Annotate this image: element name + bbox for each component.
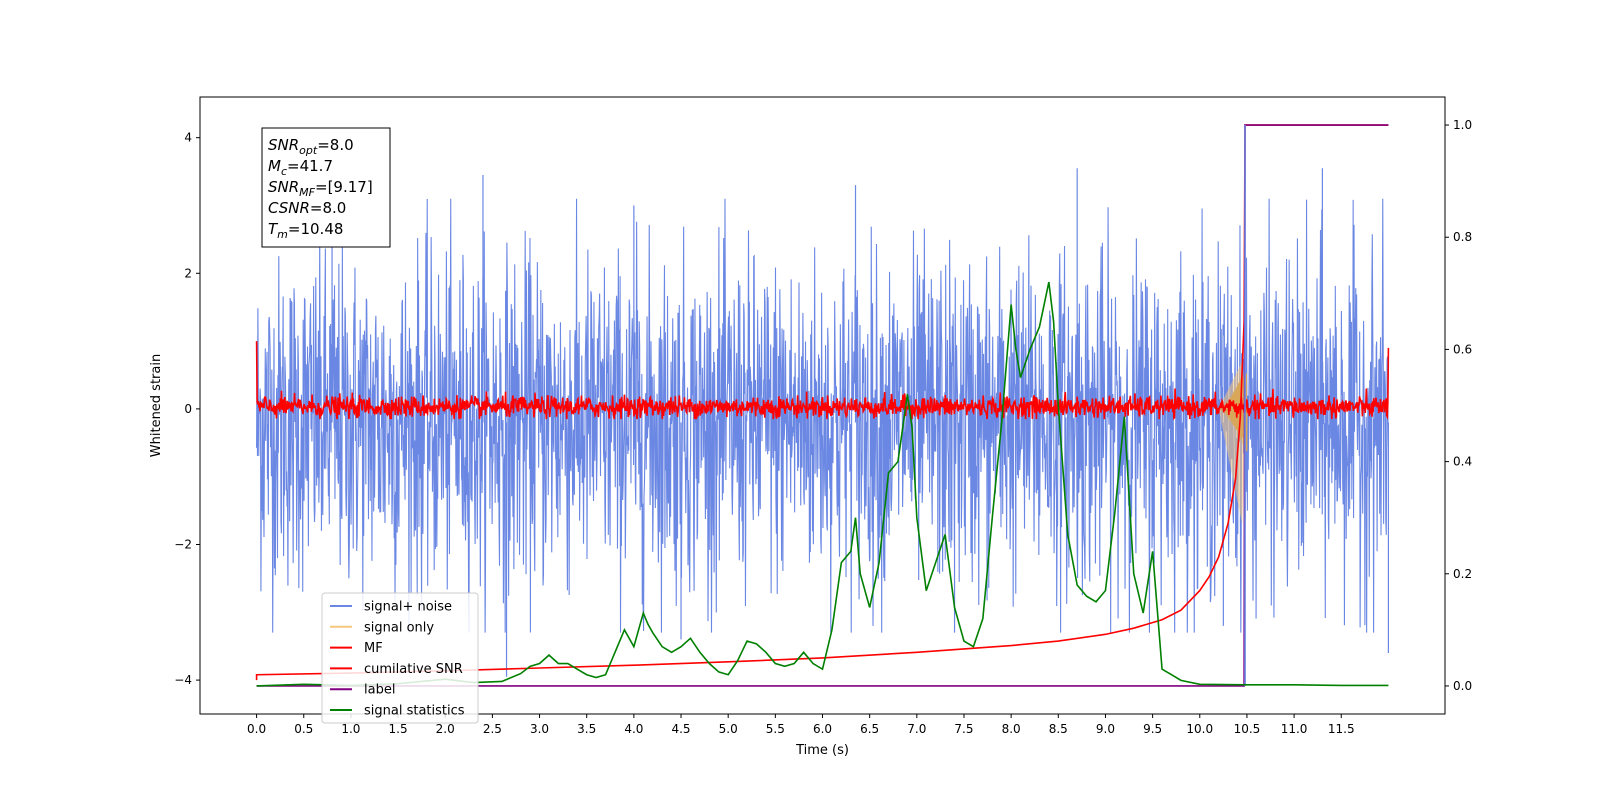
x-tick-label: 1.5: [389, 722, 408, 736]
axes: 0.0 0.5 1.0 1.5 2.0 2.5 3.0 3.5 4.0 4.5 5.0 5.5 6.0 6…: [149, 96, 1472, 758]
y-left-tick-label: 2: [184, 266, 192, 280]
x-tick-label: 5.0: [719, 722, 738, 736]
y-right-tick-label: 0.0: [1453, 679, 1472, 693]
info-line: SNRMF=[9.17]: [268, 178, 373, 199]
y-left-tick-label: −2: [174, 537, 192, 551]
y-right-tick-label: 0.2: [1453, 567, 1472, 581]
legend-label: MF: [364, 641, 383, 656]
x-tick-label: 1.0: [341, 722, 360, 736]
x-tick-label: 8.0: [1002, 722, 1021, 736]
legend-frame: [321, 592, 479, 724]
x-tick-label: 9.0: [1096, 722, 1115, 736]
legend-label: signal+ noise: [364, 600, 452, 615]
info-line: Mc=41.7: [268, 157, 333, 178]
x-tick-label: 11.5: [1328, 722, 1355, 736]
plot-area: [255, 124, 1390, 687]
legend-label: signal only: [364, 620, 434, 635]
x-tick-label: 0.5: [294, 722, 313, 736]
y-right-tick-label: 1.0: [1453, 118, 1472, 132]
x-tick-label: 2.5: [483, 722, 502, 736]
series-signal-noise-line: [256, 198, 1389, 633]
x-tick-label: 7.5: [954, 722, 973, 736]
legend-label: signal statistics: [364, 704, 465, 719]
info-line: SNRopt=8.0: [268, 136, 354, 157]
x-tick-label: 5.5: [766, 722, 785, 736]
x-axis-title: Time (s): [795, 743, 849, 758]
series-cumulative-snr-line: [255, 124, 1389, 681]
y-right-tick-label: 0.8: [1453, 230, 1472, 244]
x-tick-label: 8.5: [1049, 722, 1068, 736]
x-tick-label: 6.5: [860, 722, 879, 736]
y-left-tick-label: 0: [184, 402, 192, 416]
info-box-frame: [261, 127, 391, 248]
x-tick-label: 7.0: [907, 722, 926, 736]
x-tick-label: 3.5: [577, 722, 596, 736]
x-tick-label: 4.0: [624, 722, 643, 736]
signal-noise-extremes: [331, 168, 1390, 677]
legend-label: label: [364, 683, 395, 698]
y-left-tick-label: −4: [174, 673, 192, 687]
x-tick-label: 0.0: [247, 722, 266, 736]
series-mf-line: [255, 341, 1390, 421]
series-signal-statistics-line: [256, 281, 1389, 687]
x-tick-label: 10.0: [1186, 722, 1213, 736]
info-line: CSNR=8.0: [268, 199, 346, 217]
x-tick-label: 4.5: [671, 722, 690, 736]
legend-label: cumilative SNR: [364, 662, 463, 677]
legend: signal+ noise signal only MF cumilative SNR…: [321, 592, 479, 724]
x-tick-label: 10.5: [1234, 722, 1261, 736]
x-tick-label: 6.0: [813, 722, 832, 736]
x-tick-label: 3.0: [530, 722, 549, 736]
x-tick-label: 2.0: [436, 722, 455, 736]
y-right-tick-label: 0.6: [1453, 342, 1472, 356]
info-line: Tm=10.48: [268, 220, 343, 241]
y-axis-title: Whitened strain: [149, 354, 164, 457]
y-right-tick-label: 0.4: [1453, 455, 1472, 469]
x-tick-label: 11.0: [1281, 722, 1308, 736]
x-tick-label: 9.5: [1143, 722, 1162, 736]
y-left-tick-label: 4: [184, 131, 192, 145]
